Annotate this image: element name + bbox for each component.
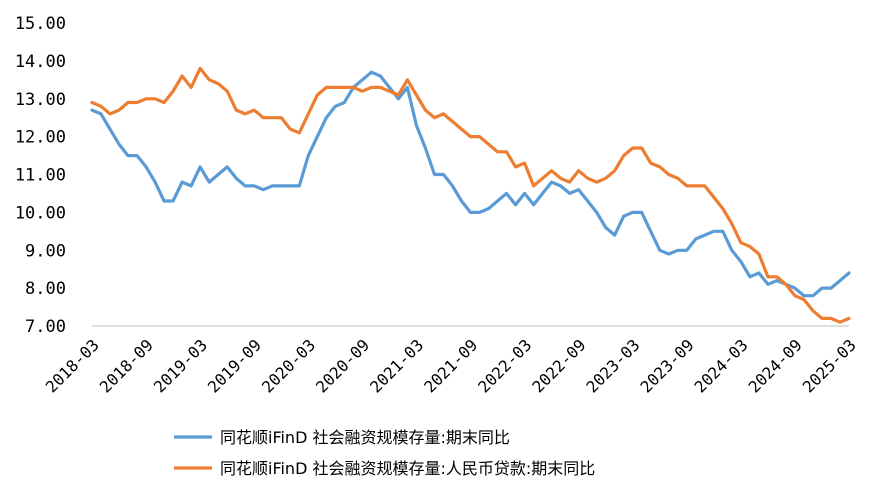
series-line-1 bbox=[92, 72, 849, 296]
x-tick-label: 2018-09 bbox=[96, 335, 157, 396]
y-tick-label: 14.00 bbox=[15, 52, 66, 72]
legend-label: 同花顺iFinD 社会融资规模存量:人民币贷款:期末同比 bbox=[220, 459, 595, 478]
x-tick-label: 2019-09 bbox=[204, 335, 265, 396]
x-tick-label: 2022-03 bbox=[474, 335, 535, 396]
x-axis: 2018-032018-092019-032019-092020-032020-… bbox=[42, 326, 860, 397]
y-tick-label: 8.00 bbox=[25, 279, 66, 299]
y-tick-label: 11.00 bbox=[15, 166, 66, 186]
legend-item-2: 同花顺iFinD 社会融资规模存量:人民币贷款:期末同比 bbox=[174, 459, 595, 478]
x-tick-label: 2024-03 bbox=[691, 335, 752, 396]
x-tick-label: 2023-09 bbox=[636, 335, 697, 396]
x-tick-label: 2020-03 bbox=[258, 335, 319, 396]
legend-item-1: 同花顺iFinD 社会融资规模存量:期末同比 bbox=[174, 428, 510, 447]
series-line-2 bbox=[92, 68, 849, 322]
y-tick-label: 10.00 bbox=[15, 203, 66, 223]
x-tick-label: 2019-03 bbox=[150, 335, 211, 396]
x-tick-label: 2025-03 bbox=[799, 335, 860, 396]
y-tick-label: 12.00 bbox=[15, 128, 66, 148]
plot-area bbox=[92, 68, 849, 322]
y-tick-label: 13.00 bbox=[15, 90, 66, 110]
x-tick-label: 2021-09 bbox=[420, 335, 481, 396]
x-tick-label: 2018-03 bbox=[42, 335, 103, 396]
y-tick-label: 7.00 bbox=[25, 317, 66, 337]
x-tick-label: 2020-09 bbox=[312, 335, 373, 396]
x-tick-label: 2021-03 bbox=[366, 335, 427, 396]
x-tick-label: 2023-03 bbox=[582, 335, 643, 396]
y-tick-label: 15.00 bbox=[15, 14, 66, 34]
y-axis: 15.00 14.00 13.00 12.00 11.00 10.00 9.00 8.00 7.… bbox=[15, 14, 66, 337]
x-tick-label: 2024-09 bbox=[745, 335, 806, 396]
legend-label: 同花顺iFinD 社会融资规模存量:期末同比 bbox=[220, 428, 510, 447]
x-tick-label: 2022-09 bbox=[528, 335, 589, 396]
y-tick-label: 9.00 bbox=[25, 241, 66, 261]
